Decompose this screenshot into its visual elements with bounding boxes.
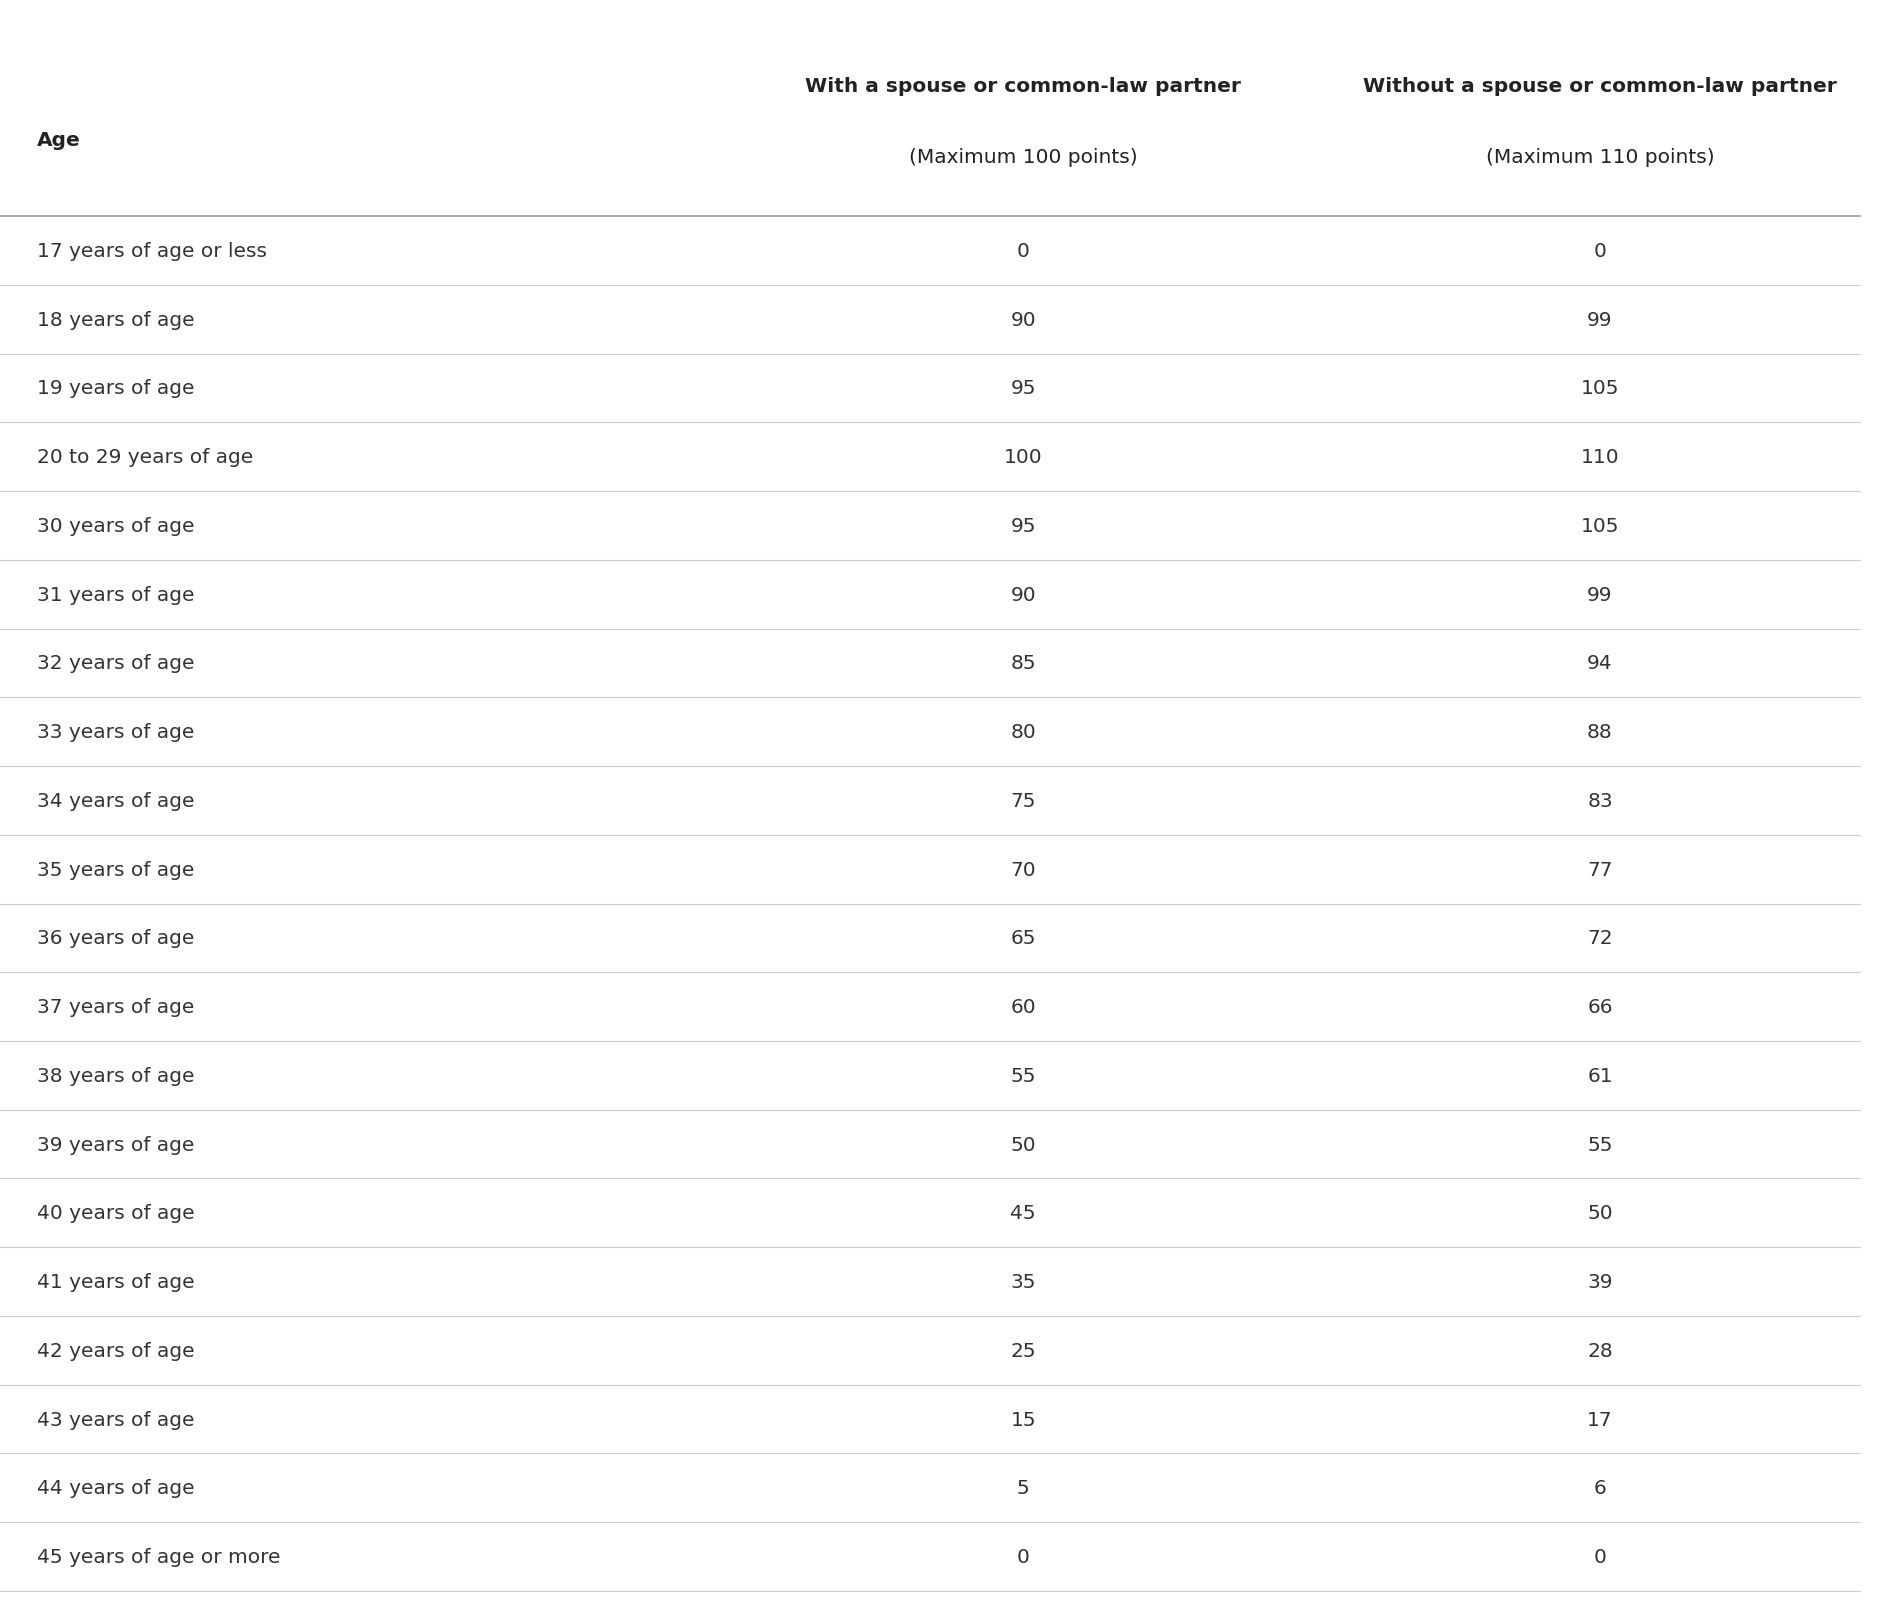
- Text: Age: Age: [38, 132, 81, 149]
- Text: 65: 65: [1010, 929, 1037, 948]
- Text: 94: 94: [1587, 654, 1612, 673]
- Text: 0: 0: [1593, 241, 1606, 260]
- Text: 77: 77: [1587, 860, 1612, 879]
- Text: 95: 95: [1010, 379, 1037, 399]
- Text: 5: 5: [1016, 1478, 1029, 1498]
- Text: 35 years of age: 35 years of age: [38, 860, 195, 879]
- Text: 110: 110: [1580, 448, 1620, 468]
- Text: (Maximum 100 points): (Maximum 100 points): [908, 148, 1137, 167]
- Text: 100: 100: [1005, 448, 1042, 468]
- Text: 45 years of age or more: 45 years of age or more: [38, 1548, 280, 1567]
- Text: 105: 105: [1580, 516, 1620, 535]
- Text: 37 years of age: 37 years of age: [38, 998, 195, 1017]
- Text: 40 years of age: 40 years of age: [38, 1204, 195, 1223]
- Text: 32 years of age: 32 years of age: [38, 654, 195, 673]
- Text: 41 years of age: 41 years of age: [38, 1273, 195, 1292]
- Text: 66: 66: [1587, 998, 1612, 1017]
- Text: 55: 55: [1010, 1065, 1037, 1085]
- Text: 35: 35: [1010, 1273, 1037, 1292]
- Text: 85: 85: [1010, 654, 1037, 673]
- Text: 50: 50: [1587, 1204, 1612, 1223]
- Text: 19 years of age: 19 years of age: [38, 379, 195, 399]
- Text: 39 years of age: 39 years of age: [38, 1135, 195, 1154]
- Text: 33 years of age: 33 years of age: [38, 723, 195, 742]
- Text: 25: 25: [1010, 1340, 1037, 1360]
- Text: 95: 95: [1010, 516, 1037, 535]
- Text: 60: 60: [1010, 998, 1037, 1017]
- Text: 90: 90: [1010, 585, 1037, 604]
- Text: 105: 105: [1580, 379, 1620, 399]
- Text: 70: 70: [1010, 860, 1037, 879]
- Text: 80: 80: [1010, 723, 1037, 742]
- Text: 72: 72: [1587, 929, 1612, 948]
- Text: 39: 39: [1587, 1273, 1612, 1292]
- Text: 18 years of age: 18 years of age: [38, 310, 195, 329]
- Text: 45: 45: [1010, 1204, 1037, 1223]
- Text: 28: 28: [1587, 1340, 1612, 1360]
- Text: 50: 50: [1010, 1135, 1037, 1154]
- Text: Without a spouse or common-law partner: Without a spouse or common-law partner: [1362, 77, 1837, 96]
- Text: 0: 0: [1593, 1548, 1606, 1567]
- Text: With a spouse or common-law partner: With a spouse or common-law partner: [806, 77, 1241, 96]
- Text: 17: 17: [1587, 1409, 1612, 1429]
- Text: 36 years of age: 36 years of age: [38, 929, 195, 948]
- Text: 0: 0: [1016, 241, 1029, 260]
- Text: 75: 75: [1010, 791, 1037, 810]
- Text: 6: 6: [1593, 1478, 1606, 1498]
- Text: 99: 99: [1587, 310, 1612, 329]
- Text: 99: 99: [1587, 585, 1612, 604]
- Text: (Maximum 110 points): (Maximum 110 points): [1485, 148, 1714, 167]
- Text: 30 years of age: 30 years of age: [38, 516, 195, 535]
- Text: 15: 15: [1010, 1409, 1037, 1429]
- Text: 0: 0: [1016, 1548, 1029, 1567]
- Text: 44 years of age: 44 years of age: [38, 1478, 195, 1498]
- Text: 55: 55: [1587, 1135, 1612, 1154]
- Text: 61: 61: [1587, 1065, 1612, 1085]
- Text: 83: 83: [1587, 791, 1612, 810]
- Text: 31 years of age: 31 years of age: [38, 585, 195, 604]
- Text: 17 years of age or less: 17 years of age or less: [38, 241, 267, 260]
- Text: 90: 90: [1010, 310, 1037, 329]
- Text: 38 years of age: 38 years of age: [38, 1065, 195, 1085]
- Text: 34 years of age: 34 years of age: [38, 791, 195, 810]
- Text: 20 to 29 years of age: 20 to 29 years of age: [38, 448, 254, 468]
- Text: 88: 88: [1587, 723, 1612, 742]
- Text: 42 years of age: 42 years of age: [38, 1340, 195, 1360]
- Text: 43 years of age: 43 years of age: [38, 1409, 195, 1429]
